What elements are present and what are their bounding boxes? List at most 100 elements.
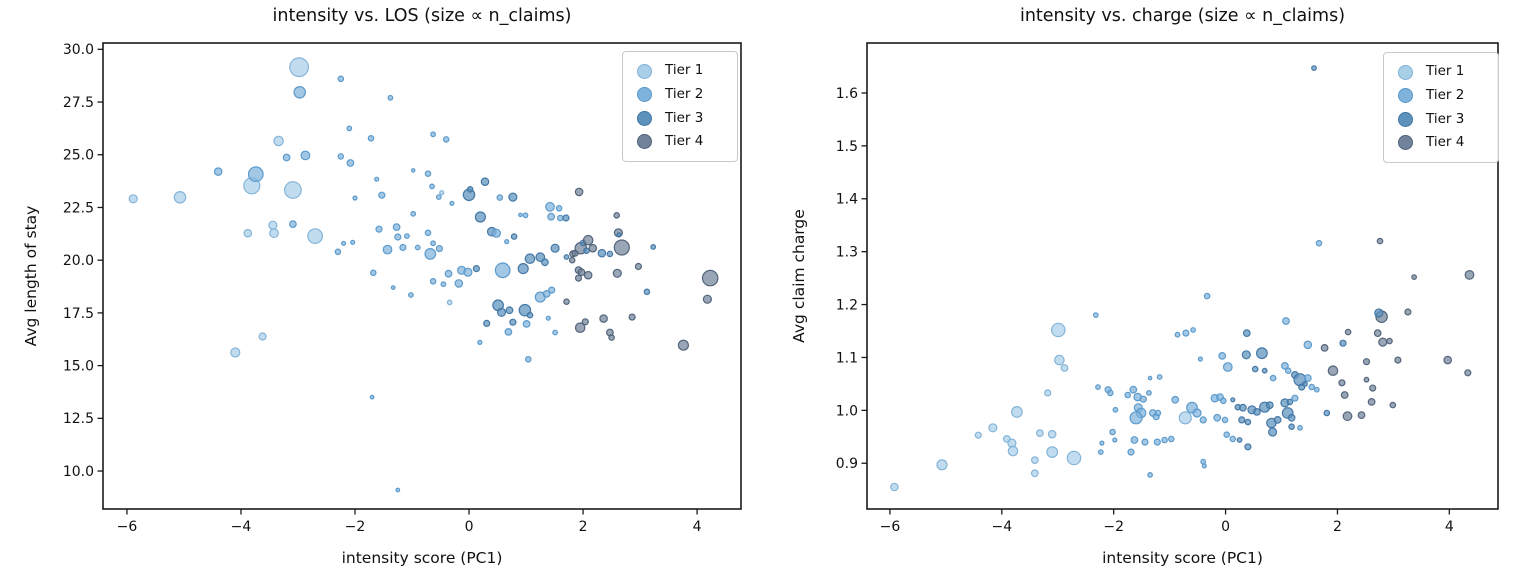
- scatter-point: [1297, 424, 1303, 431]
- scatter-point: [350, 239, 356, 245]
- scatter-point: [1129, 385, 1138, 394]
- scatter-point: [337, 75, 345, 83]
- scatter-point: [282, 153, 291, 162]
- scatter-point: [1303, 340, 1313, 350]
- y-tick-label: 1.5: [836, 139, 858, 155]
- scatter-point: [550, 243, 560, 253]
- scatter-point: [1357, 411, 1366, 420]
- scatter-point: [562, 214, 570, 222]
- axes-spines: [102, 42, 742, 510]
- scatter-point: [583, 247, 590, 255]
- scatter-point: [526, 311, 534, 319]
- scatter-point: [307, 228, 324, 245]
- scatter-point: [258, 332, 267, 341]
- scatter-point: [702, 294, 713, 304]
- scatter-point: [466, 186, 474, 193]
- scatter-point: [1054, 354, 1065, 366]
- right-yaxis-label: Avg claim charge: [790, 209, 808, 343]
- scatter-point: [1362, 358, 1371, 366]
- scatter-point: [597, 248, 607, 258]
- scatter-point: [341, 240, 347, 246]
- scatter-point: [1280, 362, 1289, 370]
- scatter-point: [542, 290, 551, 298]
- scatter-point: [472, 265, 480, 273]
- scatter-point: [1201, 463, 1207, 469]
- legend-label: Tier 2: [1426, 86, 1465, 103]
- scatter-point: [1340, 391, 1349, 399]
- scatter-point: [1035, 429, 1044, 438]
- scatter-point: [1147, 472, 1153, 478]
- x-tick-label: −2: [345, 519, 366, 535]
- scatter-point: [378, 191, 386, 199]
- scatter-point: [1046, 446, 1059, 459]
- x-tick-label: 0: [1221, 519, 1230, 535]
- scatter-point: [1261, 367, 1268, 374]
- scatter-point: [504, 239, 510, 245]
- scatter-point: [399, 243, 407, 252]
- scatter-point: [1130, 436, 1139, 444]
- scatter-point: [1139, 395, 1147, 403]
- tier-2-marker-icon: [637, 87, 652, 103]
- scatter-point: [545, 201, 555, 212]
- y-tick-label: 1.1: [836, 350, 858, 366]
- scatter-point: [1242, 329, 1251, 338]
- scatter-point: [1287, 413, 1296, 422]
- left-legend: Tier 1 Tier 2 Tier 3 Tier 4: [622, 51, 738, 162]
- legend-label: Tier 2: [665, 85, 704, 102]
- scatter-point: [974, 431, 982, 439]
- scatter-point: [1288, 423, 1295, 431]
- scatter-point: [568, 256, 576, 264]
- scatter-point: [1095, 384, 1101, 391]
- scatter-point: [390, 285, 396, 291]
- scatter-point: [1308, 383, 1316, 391]
- y-tick-label: 10.0: [63, 464, 94, 480]
- scatter-point: [1092, 312, 1099, 319]
- scatter-point: [1267, 427, 1278, 437]
- scatter-point: [477, 339, 483, 345]
- scatter-point: [1236, 437, 1243, 443]
- scatter-point: [491, 228, 501, 238]
- scatter-point: [634, 262, 643, 271]
- scatter-point: [574, 187, 584, 197]
- scatter-point: [1411, 274, 1417, 281]
- x-tick-label: 4: [693, 519, 702, 535]
- left-yaxis-label: Avg length of stay: [22, 205, 40, 347]
- scatter-point: [269, 228, 279, 239]
- scatter-point: [1363, 376, 1370, 383]
- legend-item-tier-2: Tier 2: [1390, 86, 1492, 104]
- scatter-point: [1443, 355, 1453, 365]
- scatter-point: [588, 243, 598, 253]
- scatter-point: [1244, 418, 1252, 426]
- chart-0: −6 −4 −2 0 2 4 10.0 12.5 15.0 17.5 20.0 22.5 25.0 27.…: [63, 42, 742, 535]
- y-tick-label: 1.4: [836, 192, 858, 208]
- scatter-point: [496, 307, 507, 317]
- scatter-point: [395, 487, 401, 493]
- scatter-point: [1230, 397, 1236, 403]
- scatter-point: [1386, 337, 1393, 345]
- scatter-point: [1273, 416, 1282, 424]
- right-xaxis-label: intensity score (PC1): [1102, 549, 1263, 567]
- scatter-point: [1282, 317, 1290, 325]
- scatter-point: [430, 131, 437, 138]
- scatter-point: [243, 228, 253, 238]
- legend-item-tier-1: Tier 1: [1390, 64, 1492, 80]
- y-tick-label: 1.3: [836, 245, 858, 261]
- scatter-point: [510, 233, 518, 240]
- scatter-point: [1303, 374, 1312, 383]
- scatter-point: [352, 195, 358, 201]
- y-tick-label: 1.2: [836, 297, 858, 313]
- y-tick-label: 12.5: [63, 411, 94, 427]
- tier-3-marker-icon: [637, 110, 652, 126]
- legend-item-tier-4: Tier 4: [1390, 135, 1492, 151]
- scatter-point: [1286, 398, 1294, 406]
- scatter-point: [1315, 239, 1323, 247]
- x-tick-label: −6: [117, 519, 138, 535]
- scatter-point: [1389, 401, 1397, 409]
- tier-1-marker-icon: [637, 63, 652, 79]
- y-tick-label: 1.6: [836, 86, 858, 102]
- scatter-point: [346, 125, 353, 132]
- scatter-point: [435, 245, 443, 253]
- scatter-point: [173, 191, 187, 204]
- scatter-point: [293, 86, 306, 99]
- scatter-point: [1097, 449, 1104, 456]
